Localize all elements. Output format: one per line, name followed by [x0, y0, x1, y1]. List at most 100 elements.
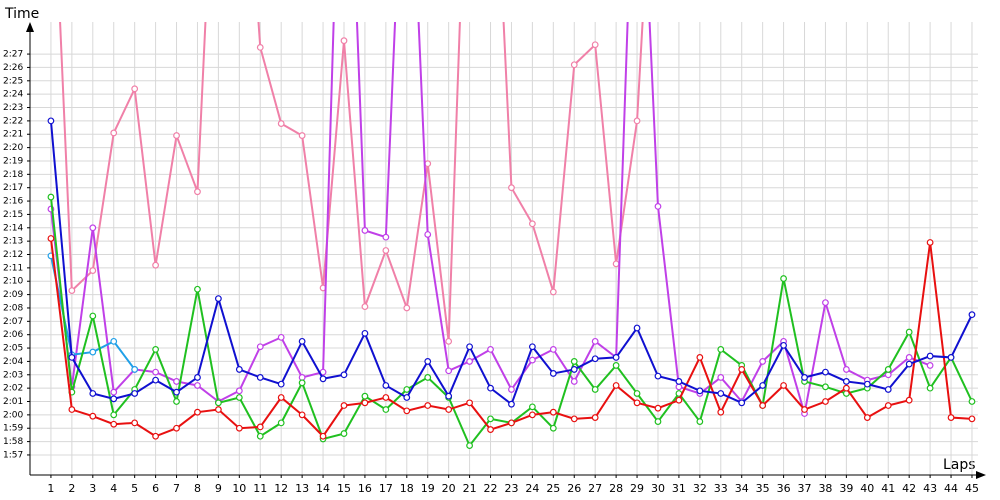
point	[466, 343, 473, 351]
y-tick-label: 2:02	[3, 384, 23, 394]
point	[570, 358, 578, 365]
point	[361, 303, 369, 311]
point	[445, 367, 453, 375]
point	[863, 380, 871, 388]
y-tick-label: 2:09	[3, 290, 23, 300]
point	[926, 362, 934, 369]
point	[717, 408, 725, 416]
x-tick-label: 26	[567, 482, 581, 495]
point	[801, 406, 808, 413]
x-tick-label: 1	[47, 482, 54, 495]
point	[926, 352, 934, 360]
point	[235, 394, 243, 401]
x-tick-label: 44	[944, 482, 958, 495]
point	[319, 375, 327, 383]
point	[487, 426, 494, 433]
point	[612, 382, 620, 389]
y-tick-label: 1:58	[3, 437, 23, 447]
point	[340, 37, 348, 45]
y-tick-label: 2:10	[3, 277, 23, 287]
x-tick-label: 30	[651, 482, 665, 495]
plot-area	[47, 22, 976, 450]
point	[591, 337, 599, 345]
point	[361, 227, 369, 234]
point	[361, 329, 369, 337]
point	[759, 402, 767, 409]
point	[570, 415, 578, 423]
y-tick-label: 2:14	[3, 223, 23, 233]
x-axis-arrow	[976, 471, 986, 479]
y-tick-label: 2:07	[3, 317, 23, 327]
point	[654, 203, 662, 210]
point	[654, 404, 662, 412]
point	[361, 399, 369, 407]
point	[780, 341, 787, 349]
point	[68, 354, 76, 361]
point	[487, 415, 494, 423]
point	[905, 328, 913, 336]
point	[570, 366, 578, 373]
point	[759, 382, 767, 389]
x-tick-label: 15	[337, 482, 351, 495]
point	[194, 374, 201, 381]
point	[528, 403, 536, 411]
point	[340, 430, 348, 437]
point	[256, 374, 264, 381]
point	[591, 355, 599, 363]
point	[110, 420, 118, 428]
point	[110, 388, 118, 396]
point	[654, 372, 662, 380]
point	[194, 285, 201, 293]
point	[173, 132, 180, 139]
point	[382, 406, 390, 413]
x-tick-label: 3	[89, 482, 96, 495]
point	[173, 424, 180, 432]
point	[47, 235, 55, 242]
y-tick-label: 2:26	[3, 63, 23, 73]
y-tick-label: 2:25	[3, 76, 23, 86]
point	[152, 368, 159, 376]
point	[89, 312, 97, 320]
point	[68, 287, 76, 294]
point	[131, 419, 139, 427]
point	[256, 43, 264, 51]
x-tick-label: 37	[798, 482, 812, 495]
point	[905, 396, 913, 404]
y-tick-label: 2:03	[3, 370, 23, 380]
x-tick-label: 17	[379, 482, 393, 495]
point	[633, 390, 641, 397]
point	[926, 239, 934, 246]
point	[508, 184, 515, 192]
y-tick-label: 2:01	[3, 397, 23, 407]
point	[47, 117, 55, 125]
point	[654, 418, 662, 425]
point	[487, 345, 494, 353]
point	[738, 399, 746, 407]
point	[633, 324, 641, 332]
point	[110, 337, 118, 345]
point	[152, 261, 159, 269]
y-tick-label: 2:21	[3, 130, 23, 140]
point	[466, 442, 473, 450]
point	[717, 390, 725, 397]
x-tick-label: 33	[714, 482, 728, 495]
series-line	[59, 22, 644, 342]
point	[696, 418, 704, 425]
point	[110, 411, 118, 419]
point	[633, 399, 641, 407]
point	[340, 371, 348, 379]
point	[152, 376, 159, 384]
point	[235, 424, 243, 432]
point	[445, 392, 453, 400]
point	[466, 399, 473, 407]
point	[173, 398, 180, 405]
y-tick-label: 2:27	[3, 50, 23, 60]
x-tick-label: 41	[881, 482, 895, 495]
x-tick-label: 2	[68, 482, 75, 495]
x-tick-label: 31	[672, 482, 686, 495]
point	[884, 402, 892, 409]
x-tick-label: 6	[152, 482, 159, 495]
point	[298, 132, 306, 139]
point	[47, 193, 55, 201]
